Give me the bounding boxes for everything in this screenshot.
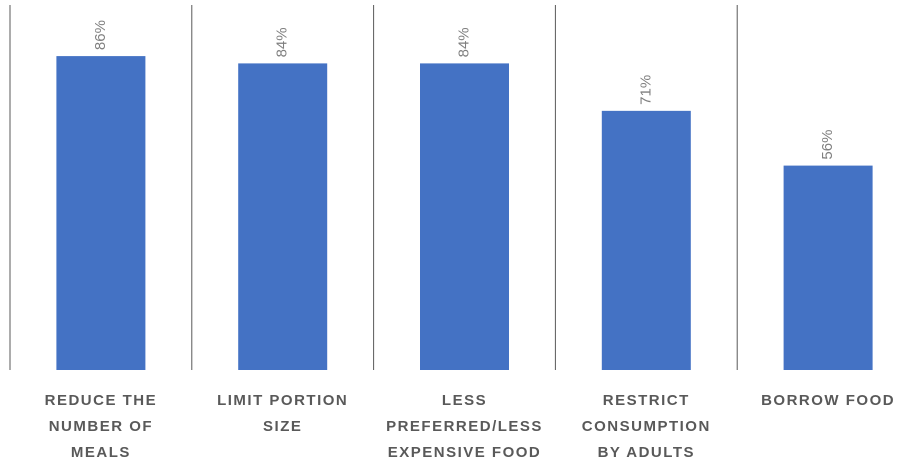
value-label: 86%	[92, 20, 109, 50]
x-tick-label: REDUCE THE NUMBER OF MEALS	[44, 392, 158, 461]
x-tick-label: LIMIT PORTION SIZE	[217, 392, 349, 435]
bar	[783, 165, 873, 370]
x-tick-label: BORROW FOOD	[761, 392, 896, 409]
x-tick-label: RESTRICT CONSUMPTION BY ADULTS	[581, 392, 711, 461]
bar	[238, 63, 328, 371]
bar	[56, 56, 146, 370]
value-label: 71%	[637, 75, 654, 105]
bar	[601, 110, 691, 370]
bar	[420, 63, 509, 371]
value-label: 84%	[274, 27, 291, 57]
value-label: 56%	[819, 130, 836, 160]
value-label: 84%	[455, 27, 472, 57]
x-tick-label: LESS PREFERRED/LESS EXPENSIVE FOOD	[386, 392, 543, 461]
